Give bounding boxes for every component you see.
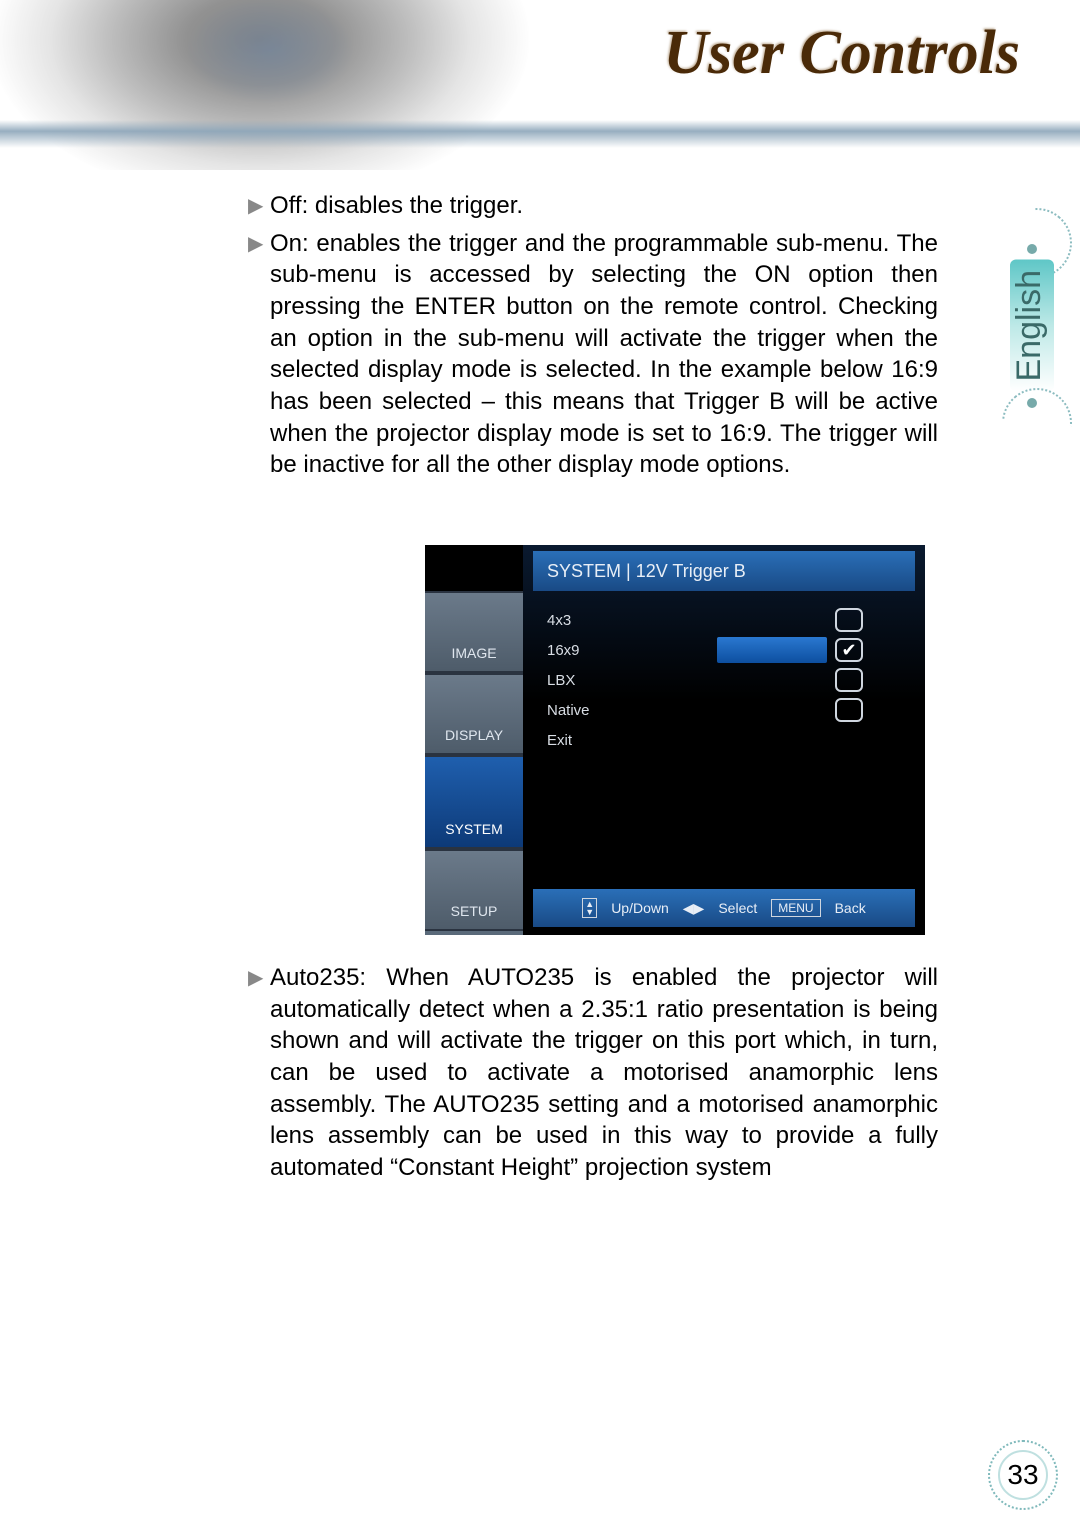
body-text-lower: ▶ Auto235: When AUTO235 is enabled the p…	[248, 962, 938, 1190]
hint-select: Select	[718, 900, 757, 916]
osd-option-highlight	[717, 637, 827, 663]
osd-option-highlight	[717, 697, 827, 723]
bullet-triangle-icon: ▶	[248, 962, 270, 1184]
checkbox-icon[interactable]	[835, 668, 863, 692]
osd-tab-image[interactable]: IMAGE	[425, 591, 523, 673]
osd-footer-hints: ▲▼ Up/Down ◀▶ Select MENU Back	[533, 889, 915, 927]
bullet-on: ▶ On: enables the trigger and the progra…	[248, 228, 938, 481]
menu-key-icon: MENU	[771, 899, 820, 917]
checkbox-icon[interactable]	[835, 608, 863, 632]
osd-option-highlight	[717, 607, 827, 633]
header-stripe	[0, 120, 1080, 148]
hint-updown: Up/Down	[611, 900, 669, 916]
osd-title: SYSTEM | 12V Trigger B	[533, 551, 915, 591]
osd-option-highlight	[717, 667, 827, 693]
osd-option-label: LBX	[547, 672, 717, 689]
bullet-auto235: ▶ Auto235: When AUTO235 is enabled the p…	[248, 962, 938, 1184]
body-text-upper: ▶ Off: disables the trigger. ▶ On: enabl…	[248, 190, 938, 487]
osd-option-exit[interactable]: Exit	[547, 725, 907, 755]
bullet-text: Auto235: When AUTO235 is enabled the pro…	[270, 962, 938, 1184]
decoration-arc-icon	[988, 374, 1080, 473]
hint-back: Back	[835, 900, 866, 916]
osd-main-panel: SYSTEM | 12V Trigger B 4x3 16x9 ✔ LBX Native…	[523, 545, 925, 935]
bullet-triangle-icon: ▶	[248, 190, 270, 222]
osd-side-tabs: IMAGE DISPLAY SYSTEM SETUP	[425, 545, 523, 935]
osd-option-4x3[interactable]: 4x3	[547, 605, 907, 635]
osd-option-16x9[interactable]: 16x9 ✔	[547, 635, 907, 665]
language-tab: English	[1002, 238, 1062, 428]
checkbox-icon[interactable]: ✔	[835, 638, 863, 662]
updown-arrows-icon: ▲▼	[582, 898, 597, 918]
osd-option-label: Exit	[547, 732, 717, 749]
osd-tab-system[interactable]: SYSTEM	[425, 755, 523, 849]
page-title: User Controls	[663, 18, 1020, 89]
leftright-arrows-icon: ◀▶	[683, 900, 705, 917]
bullet-text: Off: disables the trigger.	[270, 190, 938, 222]
osd-menu-screenshot: IMAGE DISPLAY SYSTEM SETUP SYSTEM | 12V …	[425, 545, 925, 935]
language-label: English	[1010, 260, 1054, 392]
osd-option-list: 4x3 16x9 ✔ LBX Native Exit	[523, 591, 925, 889]
bullet-text: On: enables the trigger and the programm…	[270, 228, 938, 481]
osd-option-label: Native	[547, 702, 717, 719]
osd-option-label: 4x3	[547, 612, 717, 629]
osd-side-gap	[425, 545, 523, 591]
osd-option-native[interactable]: Native	[547, 695, 907, 725]
bullet-triangle-icon: ▶	[248, 228, 270, 481]
osd-tab-setup[interactable]: SETUP	[425, 849, 523, 931]
bullet-off: ▶ Off: disables the trigger.	[248, 190, 938, 222]
osd-option-lbx[interactable]: LBX	[547, 665, 907, 695]
checkbox-icon[interactable]	[835, 698, 863, 722]
osd-tab-display[interactable]: DISPLAY	[425, 673, 523, 755]
page-number-badge: 33	[988, 1440, 1058, 1510]
osd-option-label: 16x9	[547, 642, 717, 659]
page-number: 33	[1007, 1459, 1038, 1491]
